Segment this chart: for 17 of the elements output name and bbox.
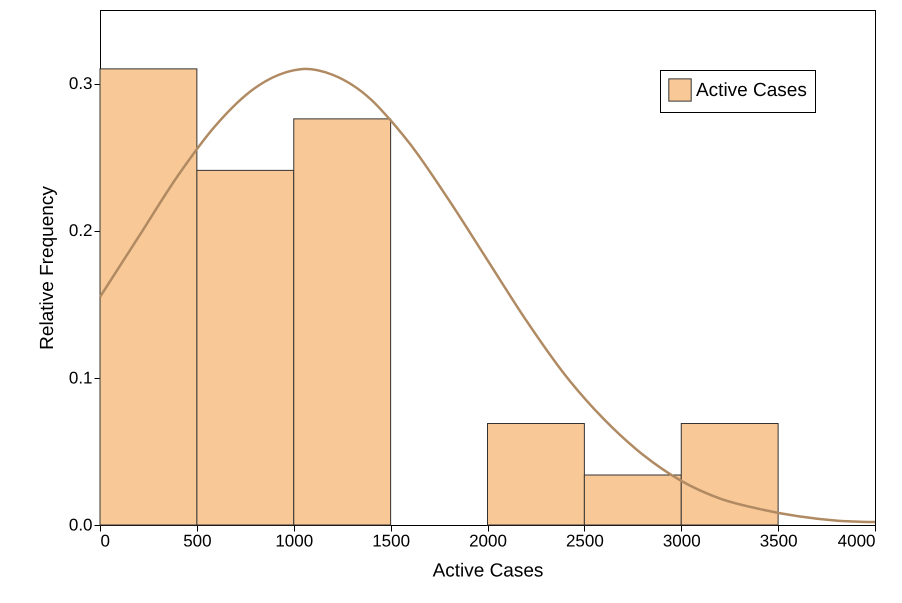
y-tick-label: 0.2 (68, 221, 92, 240)
x-tick-label: 3500 (760, 532, 798, 550)
x-tick-label: 1500 (372, 532, 410, 550)
x-axis-title: Active Cases (432, 560, 544, 582)
x-tick-label: 1000 (275, 532, 314, 550)
x-tick-label: 4000 (838, 532, 876, 550)
line-series (98, 68, 876, 524)
x-tick-label: 2500 (566, 532, 604, 550)
y-tick-label: 0.3 (68, 74, 92, 94)
x-tick-label: 500 (183, 532, 212, 550)
legend-label: Active Cases (696, 80, 807, 101)
y-tick-label: 0.1 (68, 368, 92, 388)
y-axis-title: Relative Frequency (36, 186, 58, 350)
x-tick-label: 2000 (469, 532, 507, 550)
x-tick-label: 3000 (662, 532, 701, 550)
y-tick-label: 0.0 (68, 516, 92, 534)
x-tick-label: 0 (100, 532, 110, 550)
